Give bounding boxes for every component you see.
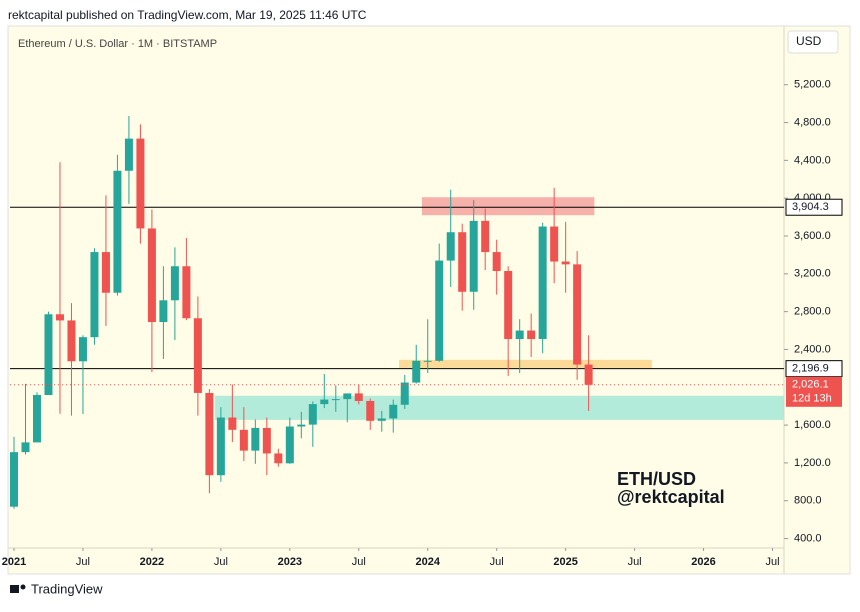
watermark: @rektcapital xyxy=(617,487,725,507)
candle-body xyxy=(527,330,536,340)
y-tick-label: 1,200.0 xyxy=(794,457,831,469)
candle-body xyxy=(101,252,110,293)
y-tick-label: 400.0 xyxy=(794,532,822,544)
candle-body xyxy=(573,264,582,365)
y-tick-label: 3,200.0 xyxy=(794,268,831,280)
candle-body xyxy=(538,226,547,340)
candle-body xyxy=(308,404,317,425)
countdown-label: 12d 13h xyxy=(792,393,832,405)
x-tick-label: 2022 xyxy=(140,556,164,568)
x-tick-label: 2023 xyxy=(278,556,302,568)
candle-body xyxy=(331,399,340,401)
y-tick-label: 4,800.0 xyxy=(794,116,831,128)
price-tag-label: 2,196.9 xyxy=(792,363,829,375)
zone xyxy=(399,359,652,368)
candle-body xyxy=(504,270,513,340)
y-tick-label: 2,800.0 xyxy=(794,306,831,318)
candle-body xyxy=(228,417,237,430)
candle-body xyxy=(205,392,214,476)
candle-body xyxy=(182,266,191,319)
candle-body xyxy=(262,427,271,454)
candle-body xyxy=(216,417,225,476)
logo-text: TradingView xyxy=(31,581,103,596)
watermark: ETH/USD xyxy=(617,469,696,489)
candle-body xyxy=(274,453,283,464)
candle-body xyxy=(481,220,490,253)
candle-body xyxy=(515,330,524,340)
x-tick-label: Jul xyxy=(352,556,366,568)
zone xyxy=(215,395,785,420)
candle-body xyxy=(136,138,145,229)
price-tag-label: 3,904.3 xyxy=(792,201,829,213)
price-tag xyxy=(785,360,843,378)
candle-body xyxy=(550,226,559,262)
candle-body xyxy=(159,300,168,323)
candle-body xyxy=(492,252,501,271)
candle-body xyxy=(124,138,133,171)
candle-body xyxy=(147,228,156,323)
y-tick-label: 800.0 xyxy=(794,495,822,507)
last-price-tag xyxy=(786,376,842,407)
candle-body xyxy=(423,360,432,362)
candle-body xyxy=(320,399,329,405)
candle-body xyxy=(55,314,64,321)
x-tick-label: 2026 xyxy=(691,556,715,568)
candle-body xyxy=(10,452,18,507)
candle-body xyxy=(389,404,398,419)
candle-body xyxy=(584,364,593,385)
candle-body xyxy=(469,220,478,292)
candle-body xyxy=(32,395,41,443)
price-tag xyxy=(785,198,843,216)
candle-body xyxy=(251,427,260,451)
candle-body xyxy=(458,232,467,292)
candle-body xyxy=(44,314,53,396)
currency: USD xyxy=(796,34,822,48)
candle-body xyxy=(90,252,99,338)
candle-body xyxy=(193,318,202,393)
x-tick-label: Jul xyxy=(765,556,779,568)
candle-body xyxy=(285,426,294,464)
candle-body xyxy=(67,320,76,362)
candle-body xyxy=(366,400,375,421)
candle-body xyxy=(446,232,455,261)
x-tick-label: Jul xyxy=(214,556,228,568)
y-tick-label: 5,200.0 xyxy=(794,79,831,91)
tv-logo xyxy=(10,584,26,593)
published-line: rektcapital published on TradingView.com… xyxy=(8,8,367,22)
candle-body xyxy=(435,260,444,361)
candle-body xyxy=(561,261,570,265)
candle-body xyxy=(239,429,248,451)
currency-box xyxy=(787,30,839,54)
x-tick-label: Jul xyxy=(628,556,642,568)
x-tick-label: Jul xyxy=(76,556,90,568)
candle-body xyxy=(170,266,179,301)
x-tick-label: 2024 xyxy=(415,556,440,568)
candle-body xyxy=(354,393,363,401)
symbol-title: Ethereum / U.S. Dollar · 1M · BITSTAMP xyxy=(18,38,217,50)
candle-body xyxy=(113,170,122,293)
candle-body xyxy=(78,337,87,362)
x-tick-label: Jul xyxy=(490,556,504,568)
y-tick-label: 2,400.0 xyxy=(794,343,831,355)
candle-body xyxy=(400,382,409,405)
last-price-label: 2,026.1 xyxy=(792,379,829,391)
candle-body xyxy=(343,393,352,400)
y-tick-label: 4,400.0 xyxy=(794,154,831,166)
x-tick-label: 2025 xyxy=(553,556,577,568)
zone xyxy=(421,197,595,216)
candle-body xyxy=(377,418,386,421)
candle-body xyxy=(297,424,306,427)
candle-body xyxy=(21,442,30,453)
y-tick-label: 3,600.0 xyxy=(794,230,831,242)
x-tick-label: 2021 xyxy=(2,556,26,568)
candle-body xyxy=(412,360,421,383)
y-tick-label: 1,600.0 xyxy=(794,419,831,431)
